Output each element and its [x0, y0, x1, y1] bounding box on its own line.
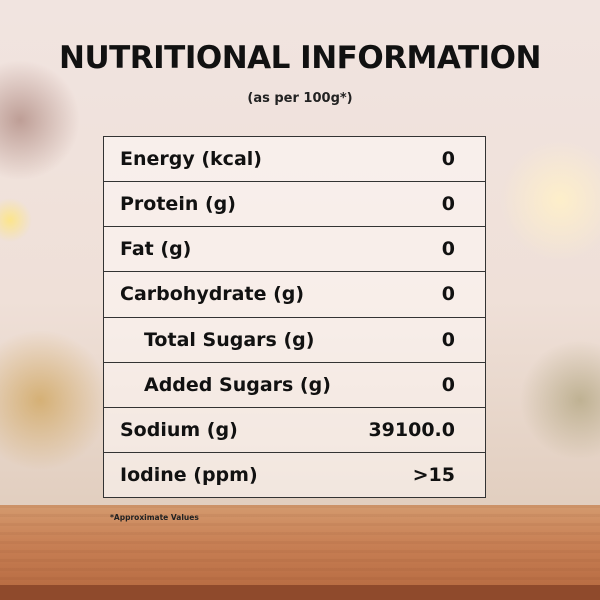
table-row: Energy (kcal) 0: [103, 135, 486, 182]
table-row: Iodine (ppm) >15: [103, 451, 486, 498]
row-label: Total Sugars (g): [103, 316, 356, 363]
row-value: 0: [355, 181, 486, 227]
row-label: Fat (g): [103, 226, 356, 272]
row-label: Added Sugars (g): [103, 361, 356, 408]
nutrition-table: Energy (kcal) 0 Protein (g) 0 Fat (g) 0 Car…: [103, 135, 486, 498]
row-label: Protein (g): [103, 181, 356, 227]
table-row: Protein (g) 0: [103, 181, 486, 227]
table-row: Sodium (g) 39100.0: [103, 406, 486, 453]
row-label: Sodium (g): [103, 406, 356, 453]
tabletop-edge: [0, 585, 600, 600]
footnote: *Approximate Values: [110, 513, 199, 522]
table-row: Total Sugars (g) 0: [103, 316, 486, 363]
page-title: NUTRITIONAL INFORMATION: [59, 40, 541, 76]
row-value: 0: [355, 271, 486, 317]
table-row: Carbohydrate (g) 0: [103, 271, 486, 317]
table-row: Added Sugars (g) 0: [103, 361, 486, 408]
wooden-tabletop: [0, 505, 600, 600]
row-value: 0: [355, 226, 486, 272]
row-value: 39100.0: [355, 406, 486, 453]
row-label: Energy (kcal): [103, 135, 356, 182]
row-value: 0: [355, 361, 486, 408]
row-label: Iodine (ppm): [103, 451, 356, 498]
subtitle: (as per 100g*): [247, 91, 353, 106]
row-value: 0: [355, 316, 486, 363]
row-value: >15: [355, 451, 486, 498]
row-value: 0: [355, 135, 486, 182]
row-label: Carbohydrate (g): [103, 271, 356, 317]
table-row: Fat (g) 0: [103, 226, 486, 272]
